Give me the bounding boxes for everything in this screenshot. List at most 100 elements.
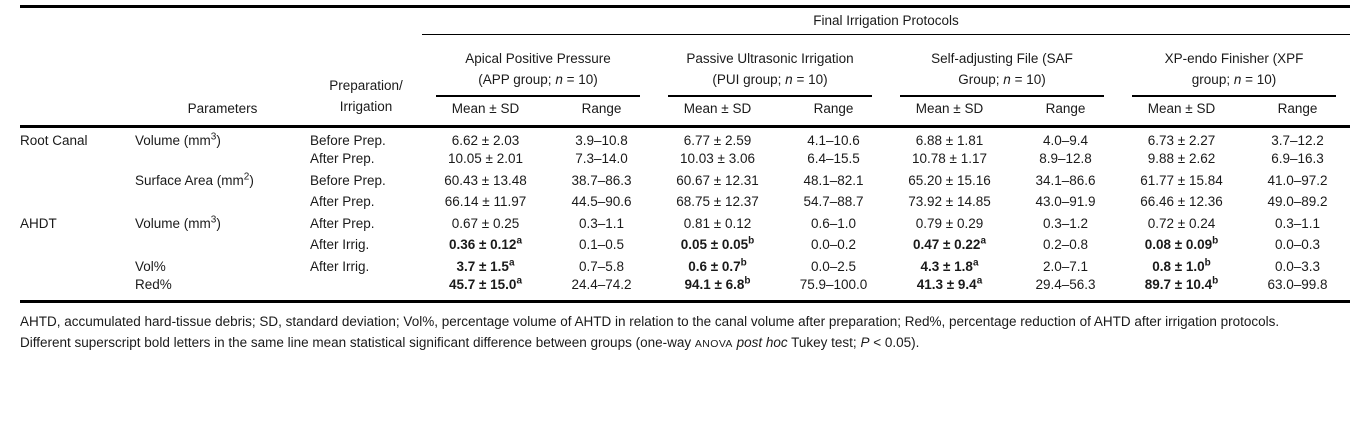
table-row: Root Canal Volume (mm3) Before Prep. 6.6… bbox=[20, 127, 1350, 148]
cell-mean: 0.6 ± 0.7b bbox=[688, 257, 747, 274]
prep-line1: Preparation/ bbox=[329, 78, 403, 93]
group-name-line2: Group; n = 10) bbox=[958, 71, 1046, 87]
cell-mean: 6.73 ± 2.27 bbox=[1147, 133, 1216, 148]
cell-range: 0.0–0.3 bbox=[1275, 237, 1321, 253]
group-name-line2: group; n = 10) bbox=[1191, 71, 1277, 87]
cell-mean: 4.3 ± 1.8a bbox=[920, 257, 979, 274]
col-header-range: Range bbox=[1013, 96, 1118, 128]
cell-range: 49.0–89.2 bbox=[1267, 194, 1328, 210]
cell-range: 29.4–56.3 bbox=[1035, 277, 1096, 292]
cell-mean: 66.46 ± 12.36 bbox=[1140, 194, 1223, 210]
spacer-cell bbox=[20, 96, 135, 128]
cell-range: 6.4–15.5 bbox=[807, 151, 860, 167]
table-row: Vol% After Irrig. 3.7 ± 1.5a 0.7–5.8 0.6… bbox=[20, 256, 1350, 278]
cell-section bbox=[20, 256, 135, 278]
group-header-app: Apical Positive Pressure (APP group; n =… bbox=[422, 35, 654, 97]
cell-mean: 10.03 ± 3.06 bbox=[680, 151, 755, 167]
footnote-abbreviations: AHTD, accumulated hard-tissue debris; SD… bbox=[20, 314, 1280, 329]
cell-mean: 0.79 ± 0.29 bbox=[915, 215, 984, 231]
cell-parameter: Vol% bbox=[135, 258, 166, 274]
cell-phase: After Irrig. bbox=[310, 258, 370, 274]
cell-mean: 0.08 ± 0.09b bbox=[1144, 235, 1219, 253]
cell-range: 0.3–1.1 bbox=[578, 215, 625, 231]
cell-section: Root Canal bbox=[20, 133, 88, 148]
spacer-cell bbox=[20, 35, 135, 97]
cell-section bbox=[20, 148, 135, 170]
cell-phase: After Prep. bbox=[310, 215, 375, 231]
cell-mean: 60.43 ± 13.48 bbox=[444, 172, 527, 188]
cell-range: 0.2–0.8 bbox=[1042, 237, 1089, 253]
table-head: Final Irrigation Protocols Preparation/ … bbox=[20, 6, 1351, 128]
anova-smallcaps: ANOVA bbox=[694, 338, 733, 350]
cell-mean: 0.72 ± 0.24 bbox=[1147, 215, 1216, 231]
cell-phase bbox=[310, 277, 422, 302]
cell-range: 7.3–14.0 bbox=[575, 151, 628, 167]
table-row: Surface Area (mm2) Before Prep. 60.43 ± … bbox=[20, 170, 1350, 192]
cell-section bbox=[20, 191, 135, 213]
col-header-mean-sd: Mean ± SD bbox=[654, 96, 781, 128]
cell-mean: 0.36 ± 0.12a bbox=[448, 235, 523, 253]
cell-mean: 73.92 ± 14.85 bbox=[908, 194, 991, 210]
cell-mean: 89.7 ± 10.4b bbox=[1144, 275, 1219, 292]
cell-section bbox=[20, 234, 135, 256]
col-header-mean-sd: Mean ± SD bbox=[1118, 96, 1245, 128]
cell-parameter bbox=[135, 148, 310, 170]
cell-range: 0.0–3.3 bbox=[1275, 258, 1321, 274]
cell-range: 0.1–0.5 bbox=[578, 237, 625, 253]
cell-range: 0.3–1.1 bbox=[1275, 215, 1321, 231]
cell-mean: 10.78 ± 1.17 bbox=[912, 151, 987, 167]
cell-range: 6.9–16.3 bbox=[1271, 151, 1324, 167]
cell-parameter: Volume (mm3) bbox=[135, 214, 221, 231]
cell-range: 2.0–7.1 bbox=[1042, 258, 1089, 274]
cell-range: 4.0–9.4 bbox=[1042, 133, 1089, 148]
col-header-mean-sd: Mean ± SD bbox=[422, 96, 549, 128]
group-name-line1: XP-endo Finisher (XPF bbox=[1164, 50, 1304, 66]
spacer-cell bbox=[135, 35, 310, 97]
cell-range: 8.9–12.8 bbox=[1039, 151, 1092, 167]
cell-mean: 65.20 ± 15.16 bbox=[908, 172, 991, 188]
cell-range: 44.5–90.6 bbox=[571, 194, 632, 210]
group-name-line1: Self-adjusting File (SAF bbox=[931, 50, 1073, 66]
cell-phase: After Irrig. bbox=[310, 237, 370, 253]
p-value-italic: P bbox=[860, 335, 870, 350]
cell-range: 3.7–12.2 bbox=[1271, 133, 1324, 148]
cell-mean: 0.81 ± 0.12 bbox=[683, 215, 752, 231]
col-header-range: Range bbox=[549, 96, 654, 128]
cell-mean: 6.62 ± 2.03 bbox=[451, 133, 520, 148]
cell-mean: 0.05 ± 0.05b bbox=[680, 235, 755, 253]
subheader-row: Parameters Mean ± SD Range Mean ± SD Ran… bbox=[20, 96, 1351, 128]
cell-mean: 45.7 ± 15.0a bbox=[448, 275, 523, 292]
table-row: Red% 45.7 ± 15.0a 24.4–74.2 94.1 ± 6.8b … bbox=[20, 275, 1350, 302]
table-body: Root Canal Volume (mm3) Before Prep. 6.6… bbox=[20, 127, 1350, 302]
cell-mean: 41.3 ± 9.4a bbox=[916, 275, 983, 292]
cell-parameter bbox=[135, 234, 310, 256]
cell-section bbox=[20, 170, 135, 192]
group-name-line1: Passive Ultrasonic Irrigation bbox=[686, 50, 854, 66]
cell-range: 0.0–2.5 bbox=[810, 258, 857, 274]
cell-mean: 0.47 ± 0.22a bbox=[912, 235, 987, 253]
cell-mean: 61.77 ± 15.84 bbox=[1140, 172, 1223, 188]
cell-range: 0.6–1.0 bbox=[810, 215, 857, 231]
footnotes: AHTD, accumulated hard-tissue debris; SD… bbox=[20, 311, 1356, 355]
col-header-mean-sd: Mean ± SD bbox=[886, 96, 1013, 128]
cell-mean: 66.14 ± 11.97 bbox=[444, 194, 527, 210]
cell-phase: Before Prep. bbox=[310, 172, 386, 188]
group-header-pui: Passive Ultrasonic Irrigation (PUI group… bbox=[654, 35, 886, 97]
cell-mean: 9.88 ± 2.62 bbox=[1147, 151, 1216, 167]
cell-range: 41.0–97.2 bbox=[1267, 172, 1328, 188]
cell-section bbox=[20, 277, 135, 302]
cell-parameter: Volume (mm3) bbox=[135, 131, 221, 148]
cell-phase: After Prep. bbox=[310, 194, 375, 210]
cell-mean: 10.05 ± 2.01 bbox=[448, 151, 523, 167]
table-row: AHDT Volume (mm3) After Prep. 0.67 ± 0.2… bbox=[20, 213, 1350, 235]
group-name-line1: Apical Positive Pressure bbox=[465, 50, 611, 66]
col-header-preparation-irrigation: Preparation/ Irrigation bbox=[310, 34, 422, 128]
group-header-xpf: XP-endo Finisher (XPF group; n = 10) bbox=[1118, 35, 1350, 97]
col-header-parameters: Parameters bbox=[135, 96, 310, 128]
cell-range: 0.7–5.8 bbox=[578, 258, 625, 274]
group-name-line2: (PUI group; n = 10) bbox=[712, 71, 828, 87]
cell-range: 75.9–100.0 bbox=[799, 277, 868, 292]
cell-range: 0.3–1.2 bbox=[1042, 215, 1089, 231]
col-header-range: Range bbox=[781, 96, 886, 128]
cell-range: 4.1–10.6 bbox=[807, 133, 860, 148]
